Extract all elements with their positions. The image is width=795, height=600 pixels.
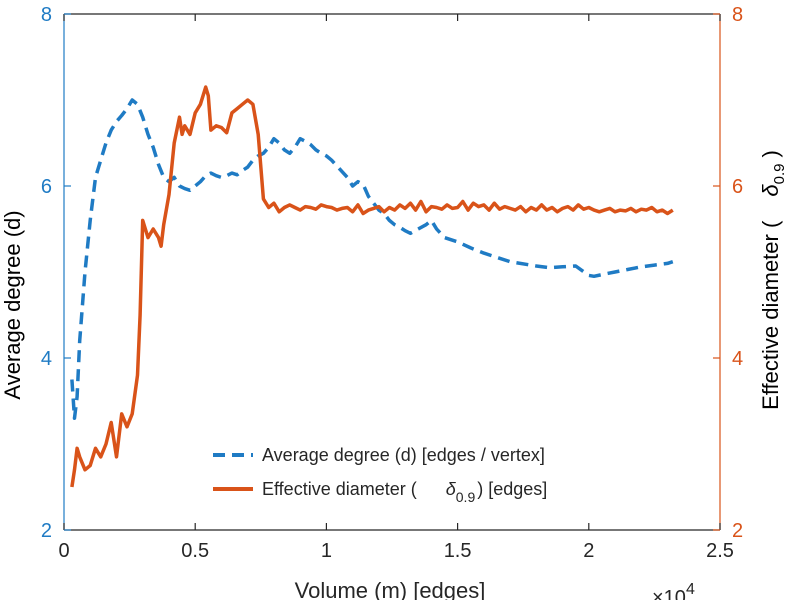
- x-axis-label: Volume (m) [edges]: [295, 578, 486, 600]
- x-tick-label: 1: [321, 540, 332, 562]
- y-right-label-sub: 0.9: [771, 163, 788, 184]
- legend-entry-effective-diameter-after: ) [edges]: [477, 479, 547, 499]
- legend-entry-effective-diameter: Effective diameter ( δ0.9) [edges]: [262, 479, 547, 505]
- x-tick-label: 0.5: [181, 540, 209, 562]
- legend-entry-effective-diameter-sub: 0.9: [456, 489, 476, 505]
- y-right-tick-label: 2: [732, 520, 743, 542]
- y-right-label-text: Effective diameter (: [758, 220, 783, 410]
- y-right-tick-label: 4: [732, 348, 743, 370]
- x-tick-label: 0: [58, 540, 69, 562]
- y-right-label-close: ): [758, 150, 783, 157]
- y-left-axis-label: Average degree (d): [0, 210, 25, 399]
- y-left-tick-label: 6: [41, 176, 52, 198]
- legend-entry-average-degree: Average degree (d) [edges / vertex]: [262, 445, 545, 465]
- y-left-tick-label: 2: [41, 520, 52, 542]
- series-line-average-degree: [70, 98, 674, 420]
- y-right-axis-label: Effective diameter ( δ0.9): [758, 150, 788, 410]
- legend-entry-effective-diameter-text: Effective diameter (: [262, 479, 417, 499]
- series-line-effective-diameter: [70, 85, 674, 488]
- x-exponent-base: ×10: [652, 587, 686, 600]
- y-right-label-symbol: δ: [758, 184, 783, 197]
- y-left-tick-label: 8: [41, 4, 52, 26]
- y-right-tick-label: 8: [732, 4, 743, 26]
- x-exponent-label: ×104: [652, 581, 695, 600]
- x-exponent-power: 4: [686, 581, 695, 598]
- series-layer: [70, 85, 674, 488]
- x-tick-label: 1.5: [444, 540, 472, 562]
- x-tick-label: 2.5: [706, 540, 734, 562]
- y-left-tick-label: 4: [41, 348, 52, 370]
- legend-entry-effective-diameter-symbol: δ: [446, 479, 457, 499]
- x-tick-label: 2: [583, 540, 594, 562]
- legend: Average degree (d) [edges / vertex] Effe…: [213, 445, 547, 505]
- y-right-tick-label: 6: [732, 176, 743, 198]
